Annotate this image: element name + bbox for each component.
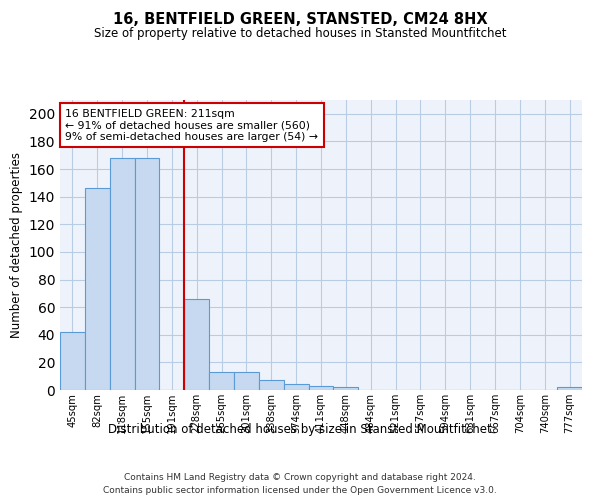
Bar bbox=[110, 158, 134, 390]
Y-axis label: Number of detached properties: Number of detached properties bbox=[10, 152, 23, 338]
Text: 16 BENTFIELD GREEN: 211sqm
← 91% of detached houses are smaller (560)
9% of semi: 16 BENTFIELD GREEN: 211sqm ← 91% of deta… bbox=[65, 108, 318, 142]
Bar bbox=[134, 158, 160, 390]
Bar bbox=[60, 332, 85, 390]
Bar bbox=[334, 387, 358, 390]
Bar bbox=[259, 380, 284, 390]
Text: Contains HM Land Registry data © Crown copyright and database right 2024.: Contains HM Land Registry data © Crown c… bbox=[124, 472, 476, 482]
Bar bbox=[557, 387, 582, 390]
Text: Contains public sector information licensed under the Open Government Licence v3: Contains public sector information licen… bbox=[103, 486, 497, 495]
Text: Size of property relative to detached houses in Stansted Mountfitchet: Size of property relative to detached ho… bbox=[94, 28, 506, 40]
Text: 16, BENTFIELD GREEN, STANSTED, CM24 8HX: 16, BENTFIELD GREEN, STANSTED, CM24 8HX bbox=[113, 12, 487, 28]
Bar bbox=[234, 372, 259, 390]
Bar bbox=[85, 188, 110, 390]
Bar bbox=[308, 386, 334, 390]
Bar bbox=[209, 372, 234, 390]
Text: Distribution of detached houses by size in Stansted Mountfitchet: Distribution of detached houses by size … bbox=[108, 422, 492, 436]
Bar bbox=[284, 384, 308, 390]
Bar bbox=[184, 299, 209, 390]
